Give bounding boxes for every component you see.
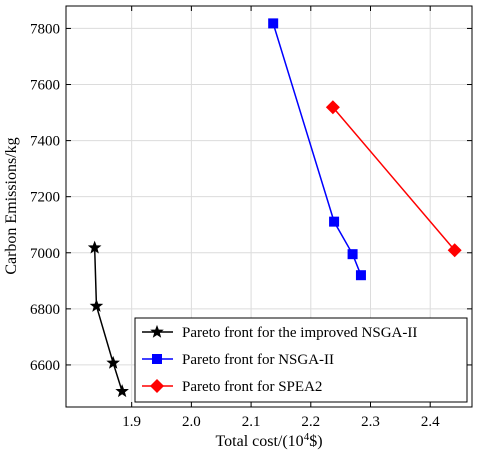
series-3 [325, 100, 462, 258]
series-1-point [87, 240, 102, 254]
series-3-line [332, 106, 456, 251]
x-tick-label: 2.0 [182, 414, 201, 430]
y-tick-label: 6800 [30, 302, 60, 318]
x-tick-label: 2.4 [421, 414, 440, 430]
x-tick-label: 2.3 [361, 414, 380, 430]
y-tick-label: 7600 [30, 78, 60, 94]
legend-marker [150, 324, 164, 338]
legend-entry: Pareto front for NSGA-II [142, 352, 334, 368]
series-1-point [106, 355, 120, 369]
y-axis-title: Carbon Emissions/kg [3, 137, 20, 274]
series-2-line [272, 23, 362, 276]
grid [66, 6, 472, 407]
legend-label: Pareto front for SPEA2 [182, 379, 322, 395]
legend-entry: Pareto front for the improved NSGA-II [142, 324, 417, 341]
series-2-point [329, 216, 340, 227]
legend: Pareto front for the improved NSGA-II Par… [134, 317, 468, 403]
y-tick-label: 7000 [30, 246, 60, 262]
x-tick-label: 1.9 [122, 414, 141, 430]
x-tick-label: 2.1 [242, 414, 261, 430]
y-tick-label: 7800 [30, 21, 60, 37]
series-2 [268, 18, 366, 281]
legend-label: Pareto front for NSGA-II [182, 352, 334, 368]
y-tick-label: 7200 [30, 190, 60, 206]
series-3-point [325, 100, 340, 115]
x-tick-label: 2.2 [301, 414, 320, 430]
ticks: 1.9 2.0 2.1 2.2 2.3 2.4 6600 6800 7000 7200 7400 76… [30, 6, 472, 430]
y-tick-label: 6600 [30, 358, 60, 374]
series-2-point [347, 249, 358, 260]
series-1-line [93, 247, 123, 392]
series-1-point [115, 384, 129, 398]
x-axis-title-superscript: 4 [304, 431, 310, 443]
series-1 [87, 240, 129, 398]
legend-label: Pareto front for the improved NSGA-II [182, 325, 417, 341]
legend-box [134, 317, 468, 403]
plot-frame [65, 5, 473, 408]
series-1-point [89, 298, 104, 312]
series-3-point [447, 243, 462, 258]
series-layer [87, 18, 462, 398]
legend-entry: Pareto front for SPEA2 [142, 379, 322, 395]
series-2-point [268, 18, 279, 29]
series-2-point [355, 270, 366, 281]
legend-marker [152, 354, 162, 364]
legend-marker [150, 379, 164, 393]
y-tick-label: 7400 [30, 134, 60, 150]
x-axis-title: Total cost/(104$) [215, 431, 322, 450]
